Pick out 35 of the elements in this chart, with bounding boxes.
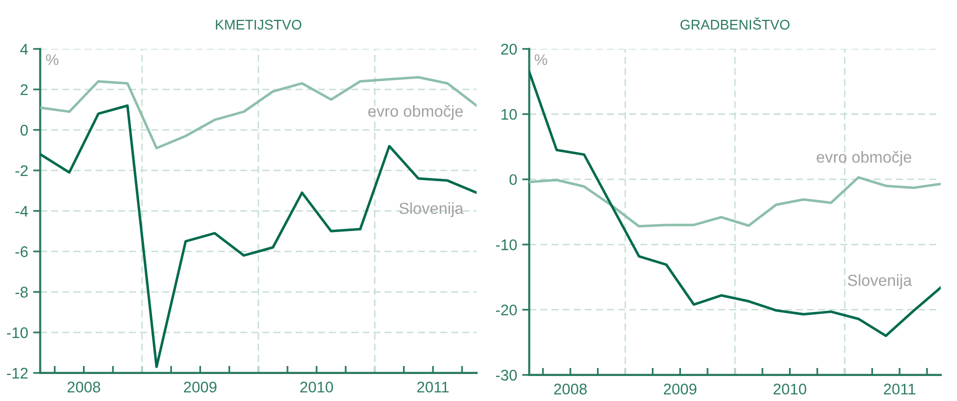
- x-tick-label: 2010: [774, 384, 806, 394]
- y-tick-label: 0: [510, 174, 517, 186]
- y-tick-label: 20: [501, 44, 517, 55]
- y-tick-label: -10: [496, 239, 517, 250]
- y-tick-label: -6: [15, 246, 28, 258]
- line-series: [529, 176, 941, 228]
- series-label: evro območje: [816, 150, 912, 166]
- y-tick-label: -2: [15, 165, 28, 176]
- line-series: [40, 76, 477, 150]
- x-tick-label: 2009: [184, 382, 216, 392]
- line-series: [40, 104, 477, 368]
- y-tick-label: 10: [502, 108, 517, 120]
- chart-title: GRADBENIŠTVO: [680, 17, 790, 30]
- x-tick-label: 2008: [554, 384, 587, 394]
- y-tick-label: -20: [496, 304, 517, 316]
- y-tick-label: 0: [20, 124, 28, 136]
- y-tick-label: -12: [6, 368, 28, 378]
- annotation: %: [534, 54, 548, 65]
- y-tick-label: -8: [15, 286, 28, 298]
- x-tick-label: 2011: [884, 384, 916, 394]
- series-label: Slovenija: [399, 202, 464, 218]
- series-label: evro območje: [368, 105, 463, 120]
- x-tick-label: 2011: [417, 382, 449, 392]
- x-tick-label: 2008: [68, 382, 100, 392]
- y-tick-label: 4: [20, 44, 28, 54]
- x-tick-label: 2010: [300, 382, 333, 392]
- y-tick-label: -10: [6, 327, 28, 338]
- annotation: %: [46, 54, 58, 65]
- series-label: Slovenija: [848, 274, 912, 290]
- y-tick-label: 2: [20, 84, 28, 95]
- line-series: [529, 70, 941, 338]
- x-tick-label: 2009: [664, 384, 696, 394]
- chart-title: KMETIJSTVO: [216, 20, 302, 30]
- y-tick-label: -4: [15, 206, 28, 216]
- y-tick-label: -30: [496, 370, 517, 381]
